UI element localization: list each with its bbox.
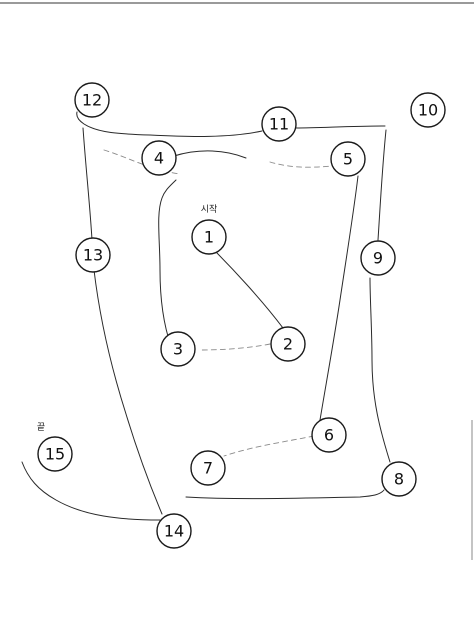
dot-label: 5 <box>343 150 353 169</box>
dot-label: 6 <box>324 426 334 445</box>
stroke-5-6 <box>319 175 359 421</box>
dot-label: 12 <box>82 91 102 110</box>
dot-2: 2 <box>270 326 306 362</box>
start-label: 시작 <box>201 204 218 215</box>
dot-label: 8 <box>394 470 404 489</box>
stroke-9-10 <box>377 129 387 241</box>
dot-1: 1 <box>191 219 227 255</box>
stroke-6-7 <box>223 435 315 457</box>
stroke-3-4 <box>158 179 177 347</box>
dot-3: 3 <box>160 331 196 367</box>
dot-8: 8 <box>381 461 417 497</box>
dot-4: 4 <box>141 140 177 176</box>
end-label: 끝 <box>37 422 45 433</box>
stroke-12-13 <box>82 127 93 241</box>
dot-14: 14 <box>156 513 192 549</box>
dot-label: 13 <box>83 246 103 265</box>
dot-label: 11 <box>269 115 289 134</box>
stroke-11-12 <box>76 111 263 137</box>
dot-label: 14 <box>164 522 184 541</box>
dot-9: 9 <box>360 240 396 276</box>
dot-label: 3 <box>173 340 183 359</box>
stroke-4-5-faint <box>103 149 181 175</box>
dot-label: 1 <box>204 228 214 247</box>
stroke-13-14 <box>93 269 163 515</box>
dot-12: 12 <box>74 82 110 118</box>
stroke-2-3 <box>199 343 271 351</box>
stroke-10-11 <box>295 125 386 129</box>
dot-6: 6 <box>311 417 347 453</box>
dot-label: 9 <box>373 249 383 268</box>
dot-label: 7 <box>203 459 213 478</box>
dot-label: 4 <box>154 149 164 168</box>
dot-label: 10 <box>418 101 438 120</box>
stroke-5-right-faint <box>269 161 333 168</box>
dot-label: 15 <box>45 445 65 464</box>
dot-label: 2 <box>283 335 293 354</box>
dot-10: 10 <box>410 92 446 128</box>
dot-5: 5 <box>330 141 366 177</box>
stroke-14-15 <box>21 461 161 521</box>
stroke-4-5 <box>173 150 247 159</box>
stroke-1-2 <box>212 248 284 329</box>
stroke-8-9 <box>369 277 391 463</box>
dot-13: 13 <box>75 237 111 273</box>
dot-15: 15 <box>37 436 73 472</box>
stroke-7-8 <box>185 489 385 500</box>
dot-11: 11 <box>261 106 297 142</box>
dot-7: 7 <box>190 450 226 486</box>
drawn-lines <box>21 111 391 521</box>
